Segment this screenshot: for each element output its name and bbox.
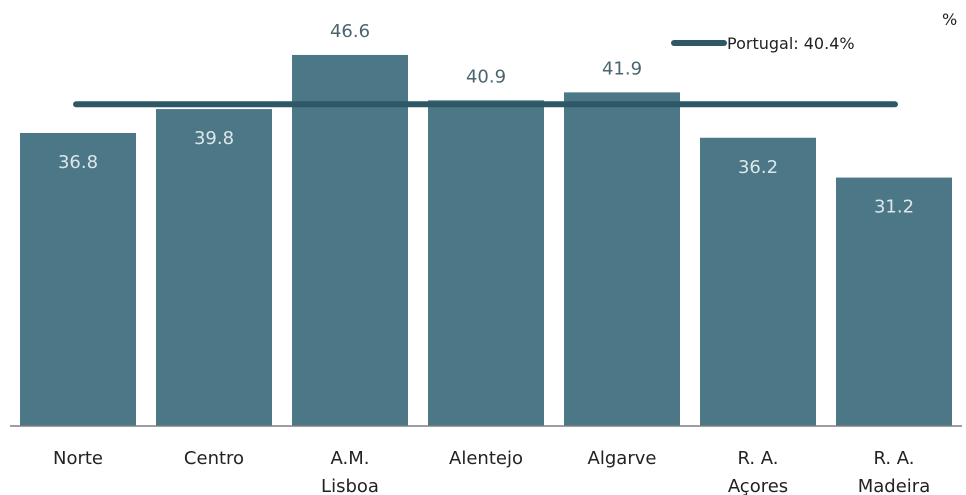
value-label: 40.9 — [466, 66, 506, 87]
x-axis-labels-group: Norte Centro A.M. Lisboa Alentejo Algarve R. A… — [53, 448, 930, 495]
unit-label: % — [942, 10, 958, 29]
bar — [428, 100, 544, 426]
value-label: 36.8 — [58, 152, 98, 173]
bar — [20, 132, 136, 426]
value-labels-group: 36.8 39.8 46.6 40.9 41.9 36.2 31.2 — [58, 21, 914, 218]
bar — [700, 137, 816, 426]
x-tick-label: A.M. Lisboa — [321, 448, 379, 495]
x-tick-label: R. A. Açores — [728, 448, 788, 495]
x-tick-label: Alentejo — [449, 448, 523, 469]
value-label: 36.2 — [738, 157, 778, 178]
value-label: 31.2 — [874, 197, 914, 218]
x-tick-label: Norte — [53, 448, 103, 469]
bar — [292, 54, 408, 427]
value-label: 41.9 — [602, 58, 642, 79]
bar — [156, 109, 272, 426]
value-label: 39.8 — [194, 128, 234, 149]
legend-label: Portugal: 40.4% — [727, 34, 855, 53]
value-label: 46.6 — [330, 21, 370, 42]
x-tick-label: R. A. Madeira — [858, 448, 931, 495]
x-tick-label: Centro — [184, 448, 244, 469]
bar — [836, 177, 952, 426]
legend: Portugal: 40.4% — [671, 34, 855, 53]
bars-group — [20, 54, 952, 427]
x-tick-label: Algarve — [588, 448, 657, 469]
bar — [564, 92, 680, 426]
